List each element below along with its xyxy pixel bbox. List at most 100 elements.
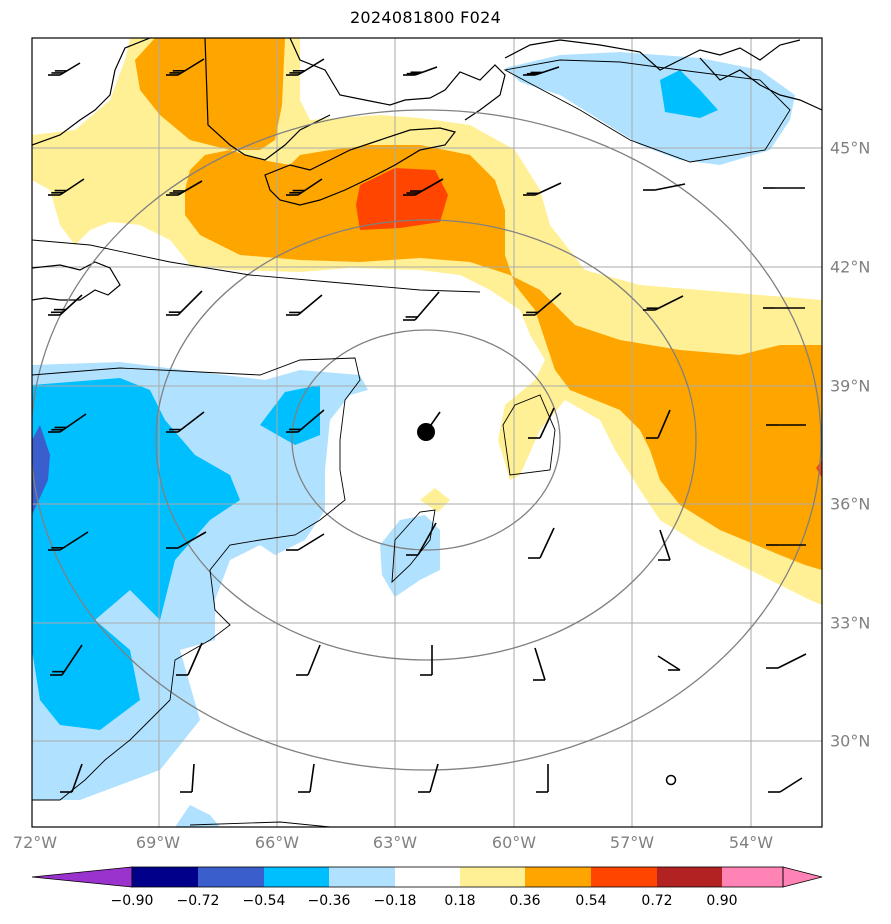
wind-barb [536,764,549,793]
lat-label-33n: 33°N [830,613,871,633]
wind-barb [523,292,562,316]
wind-barb [166,58,205,76]
calm-wind-marker [665,774,677,786]
border-canada-us [204,38,331,161]
wind-barb [286,409,325,433]
colorbar-extend-right [782,866,823,888]
wind-barb [418,763,439,793]
wind-barb [403,66,438,76]
colorbar-bin [525,867,591,887]
lat-label-36n: 36°N [830,494,871,514]
coastline-nova-scotia [264,127,457,206]
colorbar-label: 0.90 [706,893,738,909]
wind-barb [286,178,323,196]
wind-barb [48,62,81,76]
colorbar-bin [657,867,722,887]
wind-barb [48,531,89,551]
contour-light-blue-ne [505,52,795,165]
wind-barb [286,533,325,551]
map-title: 2024081800 F024 [349,8,502,27]
coastline-nl-east [699,57,822,111]
coastline-gulf-st-lawrence [289,38,506,121]
wind-barb [523,66,560,76]
contour-light-blue-center [380,515,440,597]
lon-label-66w: 66°W [254,833,300,852]
filled-contours [32,38,822,827]
colorbar-bin [132,867,198,887]
contour-sky-blue-small [260,385,320,445]
wind-barb [48,178,85,196]
wind-barbs [48,58,807,793]
storm-center-barb [425,411,441,433]
wind-barb [166,290,203,316]
wind-barb [643,183,686,191]
wind-barb [658,529,671,561]
colorbar-label: −0.54 [242,893,286,909]
lat-label-30n: 30°N [830,731,871,751]
contour-sky-blue-west [32,378,240,730]
lon-label-63w: 63°W [372,833,418,852]
colorbar-label: 0.54 [575,893,607,909]
wind-barb [533,647,546,681]
colorbar-label: 0.18 [444,893,476,909]
colorbar-bin [722,867,783,887]
wind-barb [420,645,433,676]
wind-barb [643,295,684,311]
wind-barb [768,777,803,793]
lon-label-54w: 54°W [728,833,774,852]
wind-barb [48,294,83,316]
lon-label-72w: 72°W [12,833,58,852]
wind-barb [60,763,83,793]
coastline-cape-cod [32,261,121,301]
wind-barb [176,642,203,676]
coastlines [32,38,822,301]
colorbar [31,866,823,888]
coastline-maine [32,38,151,146]
contour-light-blue-sw [32,745,85,800]
colorbar-extend-left [31,866,133,888]
wind-barb [646,409,671,439]
contour-orange-band [135,38,822,570]
colorbar-label: −0.72 [176,893,220,909]
wind-barb [166,180,203,196]
lat-label-39n: 39°N [830,376,871,396]
lon-label-60w: 60°W [491,833,537,852]
wind-barb [657,655,681,671]
wind-barb [166,411,205,433]
colorbar-bin [460,867,525,887]
wind-barb [298,763,315,793]
contour-sky-blue-ne [660,70,718,118]
map-plot-area [32,38,822,827]
wind-barb [286,58,325,76]
colorbar-label: −0.36 [307,893,351,909]
colorbar-label: 0.36 [509,893,541,909]
wind-barb [403,291,440,321]
thin-contour-lines [32,59,791,827]
wind-barb [766,653,807,669]
gray-contour-rings [32,109,822,771]
wind-barb [296,644,321,676]
wind-barb [180,763,195,793]
wind-barb [403,178,444,196]
contour-red-blob [356,168,448,230]
coastline-newfoundland [504,39,801,71]
wind-barb [166,531,207,549]
wind-barb [523,182,562,196]
colorbar-bin [395,867,460,887]
lat-label-45n: 45°N [830,138,871,158]
colorbar-label: 0.72 [641,893,673,909]
plot-frame [31,37,823,828]
gridlines [32,38,822,827]
lon-label-69w: 69°W [135,833,181,852]
wind-barb [286,294,323,316]
colorbar-label: −0.90 [110,893,154,909]
lat-label-42n: 42°N [830,257,871,277]
wind-barb [50,644,83,676]
lon-label-57w: 57°W [609,833,655,852]
wind-barb [528,527,555,559]
contour-light-blue-bottom [175,805,220,827]
colorbar-bin [264,867,329,887]
colorbar-frame [131,866,784,888]
wind-barb [528,407,555,439]
